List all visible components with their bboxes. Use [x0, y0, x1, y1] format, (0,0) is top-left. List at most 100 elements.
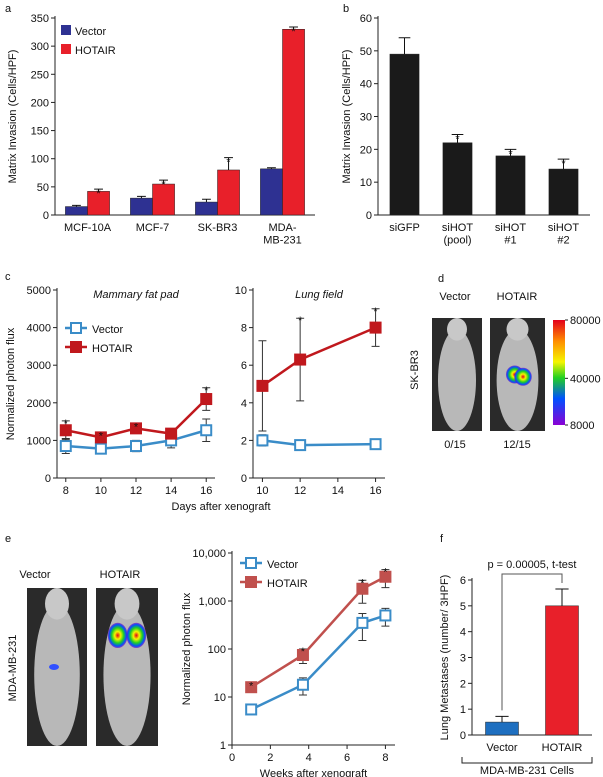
legend-label: Vector	[267, 559, 299, 571]
y-tick-label: 30	[360, 112, 372, 124]
y-tick-label: 2	[460, 678, 466, 690]
panel-label: a	[5, 3, 12, 15]
y-tick-label: 1,000	[198, 596, 226, 608]
chart-title: Mammary fat pad	[93, 289, 179, 301]
y-tick-label: 350	[31, 13, 49, 25]
legend-marker	[70, 322, 82, 334]
error-bar	[495, 715, 509, 723]
colorbar-tick-label: 8000	[570, 420, 594, 432]
legend-marker	[245, 576, 257, 588]
significance-marker: *	[64, 418, 69, 430]
y-tick-label: 0	[241, 473, 247, 485]
count-label: 12/15	[503, 439, 531, 451]
x-tick-label: MCF-10A	[64, 222, 112, 234]
y-tick-label: 0	[45, 473, 51, 485]
y-tick-label: 100	[208, 644, 226, 656]
series-line	[250, 614, 386, 711]
legend-swatch	[61, 25, 71, 35]
colorbar-tick-label: 40000	[570, 373, 601, 385]
significance-marker: *	[161, 179, 166, 191]
significance-marker: *	[249, 681, 254, 693]
y-tick-label: 0	[460, 730, 466, 742]
chart-title: Lung field	[295, 289, 344, 301]
error-bar	[94, 188, 103, 192]
annotation: p = 0.00005, t-test	[488, 559, 577, 571]
significance-marker: *	[383, 567, 388, 579]
y-tick-label: 6	[460, 575, 466, 587]
error-bar	[504, 148, 517, 156]
x-tick-label: SK-BR3	[198, 222, 238, 234]
error-bar	[555, 588, 569, 606]
x-tick-label: 14	[332, 485, 344, 497]
bar	[195, 201, 218, 216]
point	[130, 440, 142, 453]
significance-marker: *	[373, 306, 378, 318]
error-bar	[267, 167, 276, 169]
y-tick-label: 1	[220, 740, 226, 752]
legend-label: HOTAIR	[267, 578, 308, 590]
error-bar	[202, 198, 211, 203]
bar	[217, 169, 240, 216]
y-tick-label: 4	[241, 398, 247, 410]
mouse-head	[506, 318, 529, 341]
y-tick-label: 8	[241, 323, 247, 335]
bar	[389, 53, 420, 216]
mouse-head	[114, 588, 140, 620]
point	[94, 431, 107, 444]
y-tick-label: 4000	[27, 323, 51, 335]
x-tick-label: 14	[165, 485, 177, 497]
x-tick-label: 2	[267, 752, 273, 764]
x-tick-label: MDA-MB-231	[263, 222, 302, 247]
x-tick-label: MCF-7	[136, 222, 170, 234]
point	[369, 321, 382, 334]
x-tick-label: 12	[294, 485, 306, 497]
y-tick-label: 5	[460, 601, 466, 613]
significance-marker: *	[99, 431, 104, 443]
y-tick-label: 20	[360, 144, 372, 156]
y-tick-label: 2	[241, 435, 247, 447]
y-tick-label: 250	[31, 69, 49, 81]
x-tick-label: HOTAIR	[542, 742, 583, 754]
point	[245, 681, 258, 694]
point	[296, 678, 309, 691]
error-bar	[557, 158, 570, 170]
significance-marker: *	[134, 422, 139, 434]
error-bar	[289, 26, 298, 30]
panel-label: f	[440, 533, 444, 545]
significance-marker: *	[226, 157, 231, 169]
legend-marker	[70, 341, 82, 353]
signal	[49, 664, 59, 670]
point	[94, 442, 107, 455]
error-bar	[72, 204, 81, 207]
x-tick-label: 10	[256, 485, 268, 497]
group-label: HOTAIR	[100, 569, 141, 581]
x-tick-label: siHOT (pool)	[442, 222, 473, 247]
x-tick-label: 10	[95, 485, 107, 497]
legend-label: HOTAIR	[92, 343, 133, 355]
bar	[442, 142, 473, 216]
group-label: MDA-MB-231 Cells	[480, 765, 575, 777]
significance-marker: *	[360, 577, 365, 589]
panel-label: e	[5, 533, 11, 545]
y-axis-label: Normalized photon flux	[5, 327, 17, 440]
x-tick-label: 16	[200, 485, 212, 497]
y-tick-label: 2000	[27, 398, 51, 410]
x-axis-label: Weeks after xenograft	[260, 768, 367, 777]
y-tick-label: 200	[31, 97, 49, 109]
y-tick-label: 50	[37, 182, 49, 194]
mouse	[103, 603, 151, 747]
y-tick-label: 3000	[27, 360, 51, 372]
point	[59, 440, 72, 453]
bar	[282, 29, 305, 216]
point	[165, 427, 178, 440]
mouse-head	[45, 588, 69, 620]
bar	[65, 206, 88, 216]
y-tick-label: 6	[241, 360, 247, 372]
significance-marker: *	[301, 646, 306, 658]
error-bar	[224, 157, 233, 170]
significance-marker: *	[204, 385, 209, 397]
group-bracket	[461, 757, 593, 764]
y-tick-label: 10	[360, 177, 372, 189]
mouse	[438, 329, 476, 431]
point	[200, 393, 213, 406]
